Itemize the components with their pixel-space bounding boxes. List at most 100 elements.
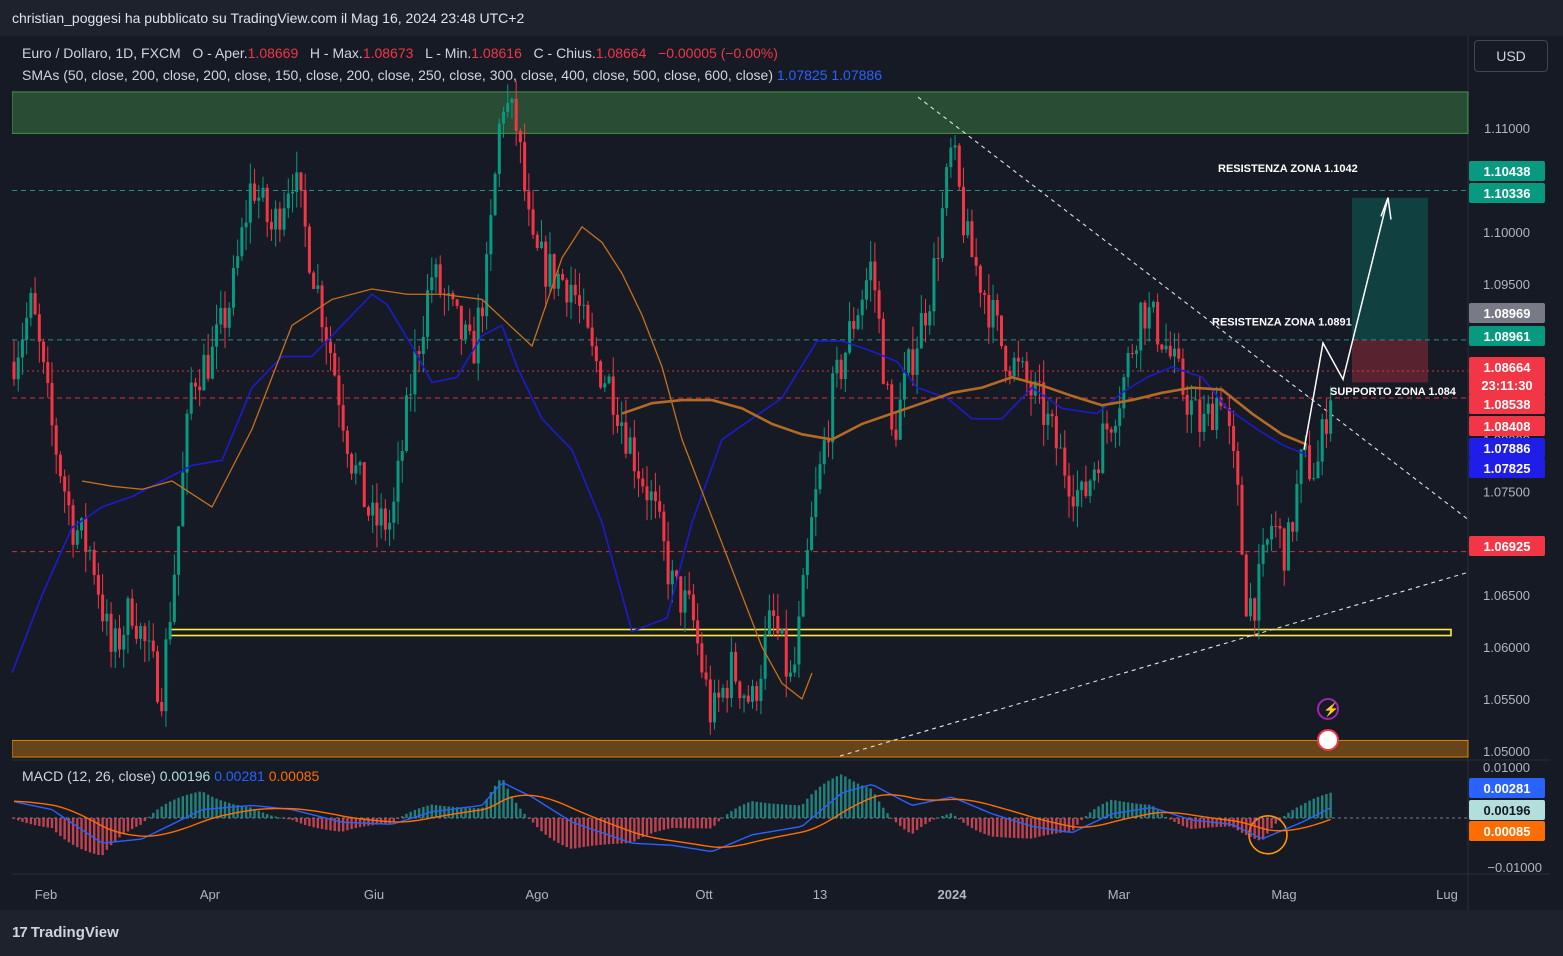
candle-body[interactable]: [767, 610, 771, 635]
candle-body[interactable]: [248, 183, 252, 223]
candle-body[interactable]: [932, 258, 936, 312]
candle-body[interactable]: [1253, 598, 1257, 621]
macd-value-tag[interactable]: [1469, 800, 1545, 820]
candle-body[interactable]: [236, 256, 240, 268]
candle-body[interactable]: [742, 695, 746, 699]
candle-body[interactable]: [1113, 425, 1117, 433]
candle-body[interactable]: [206, 354, 210, 379]
candle-body[interactable]: [282, 208, 286, 230]
candle-body[interactable]: [1033, 381, 1037, 396]
candle-body[interactable]: [464, 324, 468, 340]
macd-value-tag[interactable]: [1469, 821, 1545, 841]
candle-body[interactable]: [953, 145, 957, 148]
candle-body[interactable]: [164, 639, 168, 712]
candle-body[interactable]: [852, 321, 856, 329]
candle-body[interactable]: [109, 613, 113, 652]
candle-body[interactable]: [987, 294, 991, 328]
candle-body[interactable]: [215, 324, 219, 347]
candle-body[interactable]: [1050, 413, 1054, 417]
candle-body[interactable]: [198, 386, 202, 391]
candle-body[interactable]: [776, 615, 780, 634]
candle-body[interactable]: [329, 341, 332, 354]
candle-body[interactable]: [666, 541, 670, 585]
candle-body[interactable]: [1198, 399, 1202, 432]
candle-body[interactable]: [675, 570, 679, 577]
candle-body[interactable]: [662, 511, 666, 542]
candle-body[interactable]: [139, 626, 143, 639]
candle-body[interactable]: [1016, 357, 1020, 362]
candle-body[interactable]: [658, 501, 662, 512]
candle-body[interactable]: [489, 215, 493, 255]
candle-body[interactable]: [1299, 449, 1303, 485]
candle-body[interactable]: [590, 327, 594, 347]
candle-body[interactable]: [886, 383, 890, 385]
candle-body[interactable]: [755, 686, 759, 701]
candle-body[interactable]: [556, 274, 560, 289]
candle-body[interactable]: [396, 460, 400, 502]
projection-arrow[interactable]: [1303, 197, 1389, 451]
candle-body[interactable]: [1215, 397, 1219, 431]
resistance-zone-green[interactable]: [12, 91, 1469, 134]
candle-body[interactable]: [864, 280, 868, 300]
candle-body[interactable]: [814, 489, 818, 518]
candle-body[interactable]: [518, 130, 522, 143]
price-tag[interactable]: [1469, 326, 1545, 346]
candle-body[interactable]: [371, 502, 375, 516]
candle-body[interactable]: [582, 304, 586, 306]
candle-body[interactable]: [46, 362, 50, 383]
candle-body[interactable]: [679, 576, 683, 613]
candle-body[interactable]: [295, 172, 299, 192]
candle-body[interactable]: [603, 383, 607, 388]
candle-body[interactable]: [1135, 350, 1139, 354]
candle-body[interactable]: [945, 167, 949, 209]
sma-title[interactable]: SMAs (50, close, 200, close, 200, close,…: [22, 67, 773, 83]
candle-body[interactable]: [358, 462, 362, 466]
macd-title[interactable]: MACD (12, 26, close): [22, 768, 156, 784]
candle-body[interactable]: [366, 507, 370, 516]
candle-body[interactable]: [1156, 301, 1160, 345]
candle-body[interactable]: [181, 472, 185, 527]
candle-body[interactable]: [940, 208, 944, 259]
candle-body[interactable]: [375, 502, 379, 526]
candle-body[interactable]: [1021, 361, 1025, 363]
currency-button[interactable]: USD: [1474, 40, 1548, 72]
candle-body[interactable]: [185, 413, 189, 473]
candle-body[interactable]: [510, 98, 514, 103]
candle-body[interactable]: [1071, 496, 1075, 507]
candle-body[interactable]: [160, 702, 164, 712]
price-tag[interactable]: [1469, 357, 1545, 377]
candle-body[interactable]: [1080, 481, 1084, 491]
candle-body[interactable]: [392, 501, 396, 523]
candle-body[interactable]: [822, 440, 826, 465]
candle-body[interactable]: [1143, 302, 1147, 329]
candle-body[interactable]: [907, 349, 911, 373]
price-chart-svg[interactable]: RESISTENZA ZONA 1.1042 RESISTENZA ZONA 1.…: [12, 36, 1550, 910]
candle-body[interactable]: [751, 686, 754, 702]
macd-line[interactable]: [13, 782, 1331, 853]
candle-body[interactable]: [1329, 400, 1333, 434]
candle-body[interactable]: [995, 300, 999, 316]
candle-body[interactable]: [291, 191, 295, 194]
candle-body[interactable]: [278, 208, 282, 230]
candle-body[interactable]: [569, 284, 573, 303]
candle-body[interactable]: [438, 264, 442, 294]
candle-body[interactable]: [151, 640, 155, 652]
candle-body[interactable]: [1261, 544, 1265, 565]
candle-body[interactable]: [1105, 423, 1109, 430]
candle-body[interactable]: [687, 590, 691, 595]
candle-body[interactable]: [1025, 361, 1029, 383]
candle-body[interactable]: [1303, 445, 1307, 450]
candle-body[interactable]: [75, 530, 79, 545]
candle-body[interactable]: [565, 279, 569, 303]
candle-body[interactable]: [29, 293, 33, 318]
candle-body[interactable]: [848, 321, 852, 353]
candle-body[interactable]: [1278, 526, 1282, 529]
candle-body[interactable]: [700, 643, 704, 673]
candle-body[interactable]: [1206, 403, 1210, 414]
price-tag[interactable]: [1469, 536, 1545, 556]
candle-body[interactable]: [143, 626, 147, 642]
candle-body[interactable]: [1147, 307, 1151, 329]
candle-body[interactable]: [25, 317, 29, 340]
candle-body[interactable]: [970, 221, 974, 258]
price-tag[interactable]: [1469, 161, 1545, 181]
